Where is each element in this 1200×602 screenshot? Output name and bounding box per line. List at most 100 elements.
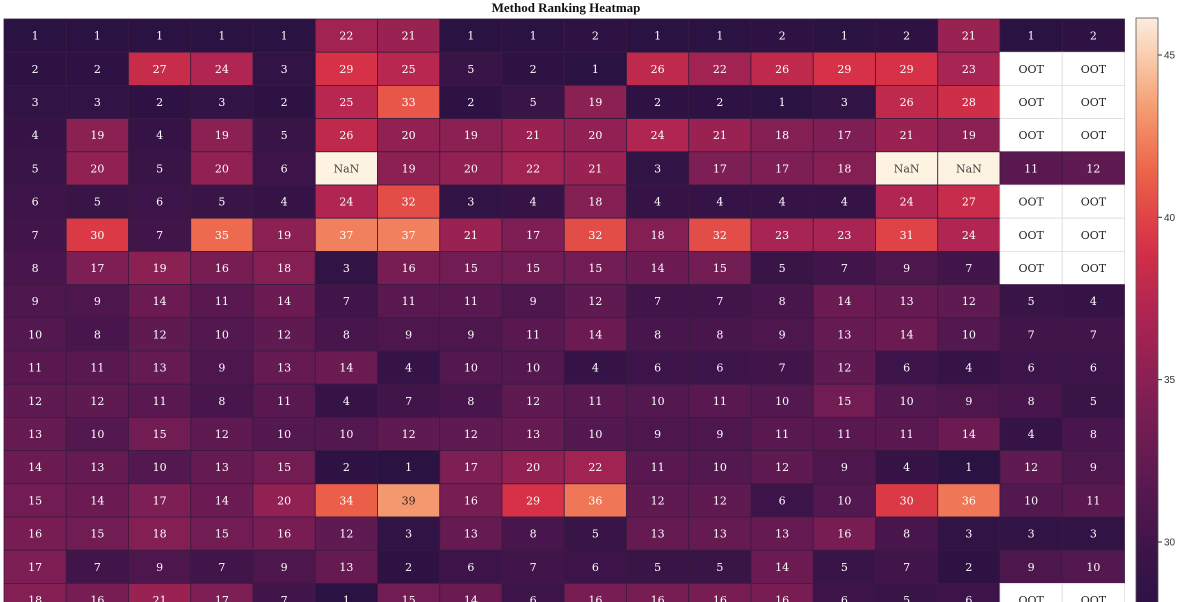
cell-label: 29 [837, 63, 851, 76]
cell-label: 14 [837, 295, 851, 308]
cell-label: 13 [153, 362, 167, 375]
heatmap-cell [688, 184, 752, 219]
chart-title: Method Ranking Heatmap [492, 0, 641, 15]
heatmap-cell [875, 549, 939, 584]
cell-label: 20 [464, 162, 478, 175]
cell-label: 27 [962, 196, 976, 209]
heatmap-cell [999, 450, 1063, 485]
cell-label: 10 [1024, 494, 1038, 507]
heatmap-cell [128, 151, 192, 186]
cell-label: 33 [402, 96, 416, 109]
cell-label: 6 [1090, 362, 1097, 375]
cell-label: 5 [841, 561, 848, 574]
cell-label: 10 [153, 461, 167, 474]
heatmap-cell [3, 118, 67, 153]
cell-label: 16 [713, 594, 727, 602]
cell-label: 4 [841, 196, 848, 209]
heatmap-cell [563, 118, 627, 153]
heatmap-cell [750, 416, 814, 451]
heatmap-cell [688, 549, 752, 584]
cell-label: 8 [218, 395, 225, 408]
cell-label: 8 [1090, 428, 1097, 441]
heatmap-cell [128, 85, 192, 120]
cell-label: 21 [464, 229, 478, 242]
heatmap-cell [65, 516, 129, 551]
heatmap-cell [999, 483, 1063, 518]
heatmap-cell [812, 516, 876, 551]
cell-label: OOT [1081, 594, 1107, 602]
heatmap-cell [1061, 85, 1125, 120]
cell-label: 8 [716, 328, 723, 341]
cell-label: 15 [837, 395, 851, 408]
cell-label: 21 [153, 594, 167, 602]
heatmap-cell [190, 416, 254, 451]
cell-label: 8 [94, 328, 101, 341]
cell-label: 8 [530, 528, 537, 541]
heatmap-cell [3, 416, 67, 451]
cell-label: OOT [1018, 594, 1044, 602]
cell-label: 6 [530, 594, 537, 602]
cell-label: 19 [153, 262, 167, 275]
cell-label: 1 [716, 30, 723, 43]
heatmap-cell [937, 450, 1001, 485]
heatmap-cell [3, 184, 67, 219]
cell-label: 26 [651, 63, 665, 76]
cell-label: 6 [1028, 362, 1035, 375]
heatmap-cell [128, 549, 192, 584]
heatmap-cell [1061, 151, 1125, 186]
cell-label: 11 [464, 295, 478, 308]
heatmap-cell [563, 151, 627, 186]
cell-label: 25 [339, 96, 353, 109]
cell-label: 9 [1028, 561, 1035, 574]
heatmap-cell [563, 416, 627, 451]
cell-label: 9 [467, 328, 474, 341]
cell-label: 3 [32, 96, 39, 109]
heatmap-cell [65, 284, 129, 319]
heatmap-cell [1061, 416, 1125, 451]
cell-label: 1 [779, 96, 786, 109]
heatmap-cell [626, 450, 690, 485]
cell-label: 12 [215, 428, 229, 441]
cell-label: 23 [837, 229, 851, 242]
heatmap-cell [688, 250, 752, 285]
cell-label: 7 [405, 395, 412, 408]
heatmap-cell [3, 151, 67, 186]
cell-label: 21 [588, 162, 602, 175]
heatmap-cell [65, 450, 129, 485]
cell-label: 14 [651, 262, 665, 275]
cell-label: 5 [32, 162, 39, 175]
colorbar-tick-label: 30 [1164, 538, 1176, 549]
cell-label: 15 [277, 461, 291, 474]
cell-label: 14 [588, 328, 602, 341]
heatmap-cell [688, 151, 752, 186]
cell-label: 11 [402, 295, 416, 308]
heatmap-cell [65, 151, 129, 186]
cell-label: 14 [962, 428, 976, 441]
heatmap-cell [65, 18, 129, 53]
cell-label: 7 [965, 262, 972, 275]
heatmap-cell [937, 383, 1001, 418]
cell-label: 13 [339, 561, 353, 574]
heatmap-cell [252, 151, 316, 186]
cell-label: 16 [28, 528, 42, 541]
heatmap-cell [1061, 583, 1125, 602]
cell-label: 11 [153, 395, 167, 408]
cell-label: 15 [713, 262, 727, 275]
heatmap-cell [252, 450, 316, 485]
cell-label: OOT [1081, 129, 1107, 142]
cell-label: 9 [281, 561, 288, 574]
cell-label: OOT [1081, 262, 1107, 275]
cell-label: 16 [775, 594, 789, 602]
cell-label: 7 [156, 229, 163, 242]
cell-label: OOT [1081, 63, 1107, 76]
cell-label: 5 [903, 594, 910, 602]
heatmap-cell [439, 184, 503, 219]
heatmap-cell [501, 350, 565, 385]
cell-label: 3 [965, 528, 972, 541]
cell-label: 23 [962, 63, 976, 76]
heatmap-cell [252, 118, 316, 153]
heatmap-cell [3, 383, 67, 418]
cell-label: 7 [281, 594, 288, 602]
cell-label: 6 [654, 362, 661, 375]
heatmap-cell [750, 483, 814, 518]
